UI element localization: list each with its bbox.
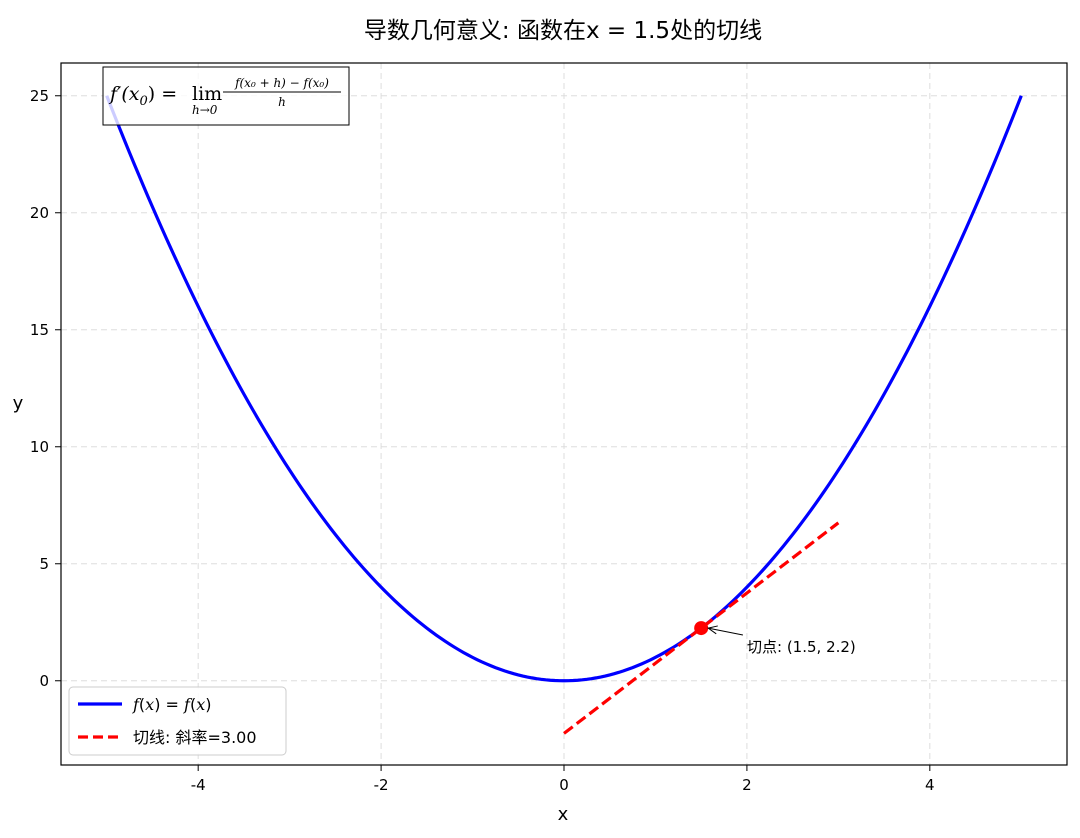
legend-frame — [68, 686, 287, 756]
legend-label-curve: f(x) = f(x) — [132, 695, 211, 714]
x-axis-label: x — [558, 804, 569, 825]
formula-numerator: f(x₀ + h) − f(x₀) — [234, 76, 329, 90]
x-tick-label: -2 — [374, 776, 389, 794]
y-tick-label: 25 — [30, 87, 49, 105]
grid — [61, 63, 1067, 765]
y-tick-label: 0 — [39, 672, 49, 690]
legend: f(x) = f(x) 切线: 斜率=3.00 — [68, 686, 287, 756]
x-tick-label: 4 — [925, 776, 935, 794]
y-axis-label: y — [13, 393, 24, 414]
annotation-arrow-head — [706, 625, 718, 635]
tangent-annotation: 切点: (1.5, 2.2) — [747, 638, 856, 656]
tangent-point-label: 切点: (1.5, 2.2) — [747, 638, 856, 656]
axes-frame — [60, 62, 1068, 766]
x-tick-label: 0 — [559, 776, 569, 794]
plot-area — [105, 95, 1023, 735]
series-curve-line — [105, 95, 1023, 683]
formula-lim-sub: h→0 — [192, 103, 218, 117]
y-axis-ticks: 0 5 10 15 20 25 — [30, 87, 61, 690]
formula-box: f′(x0) = lim h→0 f(x₀ + h) − f(x₀) h — [102, 66, 350, 126]
tangent-point-marker — [694, 621, 709, 636]
x-tick-label: -4 — [191, 776, 206, 794]
y-tick-label: 10 — [30, 438, 49, 456]
formula-denominator: h — [278, 95, 286, 109]
series-tangent-line — [563, 521, 840, 735]
formula-box-frame — [102, 66, 350, 126]
chart-title: 导数几何意义: 函数在x = 1.5处的切线 — [364, 18, 762, 44]
x-tick-label: 2 — [742, 776, 752, 794]
x-axis-ticks: -4 -2 0 2 4 — [191, 765, 935, 794]
formula-lhs: f′(x0) = — [108, 83, 177, 109]
y-tick-label: 15 — [30, 321, 49, 339]
y-tick-label: 5 — [39, 555, 49, 573]
legend-label-tangent: 切线: 斜率=3.00 — [133, 728, 257, 747]
annotation-arrow-shaft — [708, 627, 744, 636]
formula-lim: lim — [192, 83, 222, 105]
y-tick-label: 20 — [30, 204, 49, 222]
